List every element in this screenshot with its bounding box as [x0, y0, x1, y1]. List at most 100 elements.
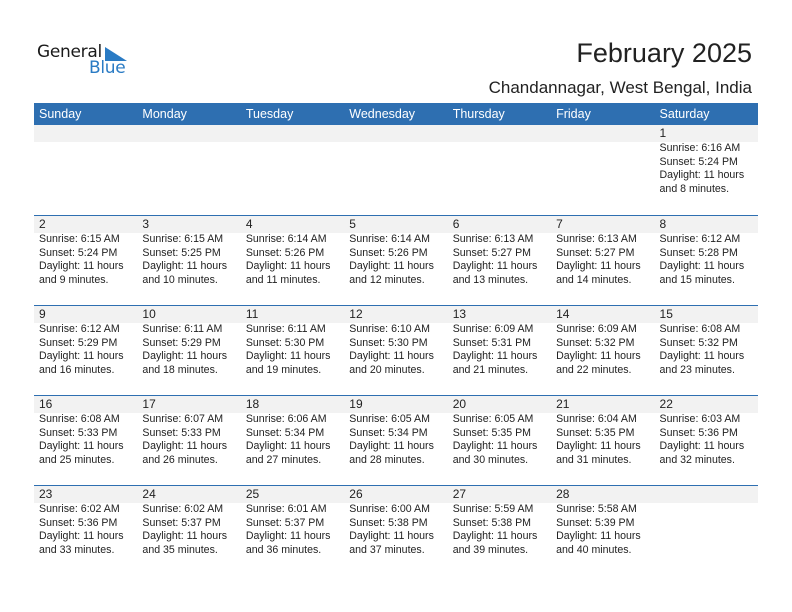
empty-cell [137, 125, 240, 215]
day-cell-28: 28 Sunrise: 5:58 AM Sunset: 5:39 PM Dayligh… [551, 486, 654, 575]
day-cell-8: 8 Sunrise: 6:12 AM Sunset: 5:28 PM Daylight… [655, 216, 758, 305]
sunset-text: Sunset: 5:36 PM [659, 426, 738, 439]
daylight-text: Daylight: 11 hours [245, 530, 331, 542]
day-number: 21 [556, 397, 570, 411]
sunrise-text: Sunrise: 6:02 AM [39, 503, 120, 515]
sunrise-text: Sunrise: 6:09 AM [452, 323, 534, 335]
sunset-text: Sunset: 5:37 PM [245, 516, 325, 529]
sunset-text: Sunset: 5:36 PM [39, 516, 118, 529]
daylight-text: Daylight: 11 hours [349, 440, 434, 452]
weekday-wednesday: Wednesday [349, 107, 416, 121]
day-number: 24 [142, 487, 156, 501]
sunset-text: Sunset: 5:29 PM [39, 336, 118, 349]
empty-cell [448, 125, 551, 215]
logo-triangle-icon [105, 47, 127, 61]
day-cell-13: 13 Sunrise: 6:09 AM Sunset: 5:31 PM Dayligh… [448, 306, 551, 395]
daylight-text: Daylight: 11 hours [556, 440, 641, 452]
day-cell-24: 24 Sunrise: 6:02 AM Sunset: 5:37 PM Dayligh… [137, 486, 240, 575]
sunset-text: Sunset: 5:25 PM [142, 246, 221, 259]
daylight-minutes-text: and 35 minutes. [142, 543, 218, 556]
day-number: 16 [39, 397, 53, 411]
daylight-minutes-text: and 25 minutes. [39, 453, 115, 466]
sunrise-text: Sunrise: 6:00 AM [349, 503, 430, 515]
sunset-text: Sunset: 5:28 PM [659, 246, 738, 259]
sunrise-text: Sunrise: 6:04 AM [556, 413, 637, 425]
day-number: 18 [245, 397, 260, 411]
sunset-text: Sunset: 5:35 PM [556, 426, 635, 439]
daylight-minutes-text: and 14 minutes. [556, 273, 632, 286]
daylight-text: Daylight: 11 hours [556, 530, 641, 542]
daylight-minutes-text: and 12 minutes. [349, 273, 425, 286]
week-row: 23 Sunrise: 6:02 AM Sunset: 5:36 PM Dayligh… [34, 485, 758, 575]
day-cell-11: 11 Sunrise: 6:11 AM Sunset: 5:30 PM Dayligh… [241, 306, 344, 395]
sunrise-text: Sunrise: 6:13 AM [556, 233, 637, 245]
week-row: 1 Sunrise: 6:16 AM Sunset: 5:24 PM Daylight… [34, 125, 758, 215]
daylight-text: Daylight: 11 hours [659, 440, 745, 452]
day-cell-18: 18 Sunrise: 6:06 AM Sunset: 5:34 PM Dayligh… [241, 396, 344, 485]
daylight-text: Daylight: 11 hours [39, 350, 124, 362]
daylight-text: Daylight: 11 hours [39, 530, 124, 542]
day-number: 19 [349, 397, 363, 411]
daylight-minutes-text: and 37 minutes. [349, 543, 425, 556]
daylight-text: Daylight: 11 hours [452, 260, 538, 272]
calendar-grid: Sunday Monday Tuesday Wednesday Thursday Frid… [34, 103, 758, 575]
daylight-minutes-text: and 8 minutes. [659, 182, 730, 195]
sunset-text: Sunset: 5:27 PM [452, 246, 532, 259]
daylight-minutes-text: and 10 minutes. [142, 273, 218, 286]
weekday-friday: Friday [556, 107, 591, 121]
sunrise-text: Sunrise: 6:01 AM [245, 503, 327, 515]
daylight-text: Daylight: 11 hours [452, 530, 538, 542]
day-number: 20 [452, 397, 467, 411]
daylight-text: Daylight: 11 hours [452, 350, 538, 362]
day-cell-25: 25 Sunrise: 6:01 AM Sunset: 5:37 PM Dayligh… [241, 486, 344, 575]
daylight-text: Daylight: 11 hours [659, 260, 745, 272]
sunset-text: Sunset: 5:24 PM [659, 155, 738, 168]
daylight-text: Daylight: 11 hours [39, 440, 124, 452]
empty-cell [344, 125, 447, 215]
sunrise-text: Sunrise: 6:06 AM [245, 413, 327, 425]
logo-text-blue: Blue [89, 58, 126, 78]
weekday-header: Sunday Monday Tuesday Wednesday Thursday Frid… [34, 103, 758, 125]
day-cell-21: 21 Sunrise: 6:04 AM Sunset: 5:35 PM Dayligh… [551, 396, 654, 485]
day-cell-26: 26 Sunrise: 6:00 AM Sunset: 5:38 PM Dayligh… [344, 486, 447, 575]
sunset-text: Sunset: 5:32 PM [659, 336, 738, 349]
day-cell-22: 22 Sunrise: 6:03 AM Sunset: 5:36 PM Dayligh… [655, 396, 758, 485]
weekday-tuesday: Tuesday [245, 107, 294, 121]
daylight-text: Daylight: 11 hours [142, 530, 228, 542]
day-cell-10: 10 Sunrise: 6:11 AM Sunset: 5:29 PM Dayligh… [137, 306, 240, 395]
sunrise-text: Sunrise: 6:14 AM [349, 233, 430, 245]
sunrise-text: Sunrise: 6:14 AM [245, 233, 327, 245]
daylight-minutes-text: and 18 minutes. [142, 363, 218, 376]
day-number: 5 [349, 217, 356, 231]
day-cell-15: 15 Sunrise: 6:08 AM Sunset: 5:32 PM Dayligh… [655, 306, 758, 395]
day-cell-5: 5 Sunrise: 6:14 AM Sunset: 5:26 PM Daylight… [344, 216, 447, 305]
daylight-minutes-text: and 33 minutes. [39, 543, 115, 556]
daylight-text: Daylight: 11 hours [245, 260, 331, 272]
sunrise-text: Sunrise: 6:07 AM [142, 413, 224, 425]
sunset-text: Sunset: 5:38 PM [349, 516, 428, 529]
day-cell-27: 27 Sunrise: 5:59 AM Sunset: 5:38 PM Dayligh… [448, 486, 551, 575]
sunrise-text: Sunrise: 6:10 AM [349, 323, 430, 335]
day-cell-16: 16 Sunrise: 6:08 AM Sunset: 5:33 PM Dayligh… [34, 396, 137, 485]
empty-cell [241, 125, 344, 215]
day-cell-7: 7 Sunrise: 6:13 AM Sunset: 5:27 PM Daylight… [551, 216, 654, 305]
day-number: 8 [659, 217, 667, 231]
sunset-text: Sunset: 5:33 PM [142, 426, 221, 439]
daylight-text: Daylight: 11 hours [142, 350, 228, 362]
day-number: 25 [245, 487, 260, 501]
daylight-text: Daylight: 11 hours [659, 350, 745, 362]
location-subtitle: Chandannagar, West Bengal, India [488, 78, 752, 97]
empty-cell [34, 125, 137, 215]
day-number: 26 [349, 487, 363, 501]
sunset-text: Sunset: 5:26 PM [245, 246, 325, 259]
week-row: 16 Sunrise: 6:08 AM Sunset: 5:33 PM Dayligh… [34, 395, 758, 485]
sunset-text: Sunset: 5:30 PM [245, 336, 325, 349]
daylight-minutes-text: and 40 minutes. [556, 543, 632, 556]
sunset-text: Sunset: 5:37 PM [142, 516, 221, 529]
daylight-text: Daylight: 11 hours [452, 440, 538, 452]
day-cell-2: 2 Sunrise: 6:15 AM Sunset: 5:24 PM Daylight… [34, 216, 137, 305]
weekday-sunday: Sunday [39, 107, 82, 121]
daylight-minutes-text: and 13 minutes. [452, 273, 529, 286]
sunset-text: Sunset: 5:24 PM [39, 246, 118, 259]
page-title: February 2025 [576, 38, 752, 68]
